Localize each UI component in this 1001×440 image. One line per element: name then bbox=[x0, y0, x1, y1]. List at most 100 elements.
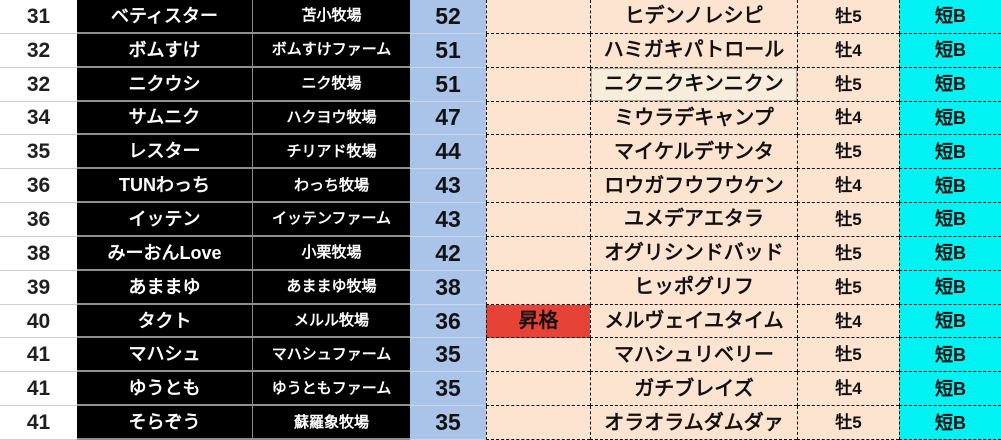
class-badge-cell[interactable]: 短B bbox=[899, 101, 1001, 136]
owner-name-cell[interactable]: ニクウシ bbox=[77, 67, 253, 102]
horse-name-cell[interactable]: メルヴェイユタイム bbox=[590, 304, 797, 339]
horse-name-cell[interactable]: ハミガキパトロール bbox=[590, 33, 797, 68]
owner-name-cell[interactable]: ボムすけ bbox=[77, 33, 253, 68]
sex-age-cell[interactable]: 牡4 bbox=[797, 169, 899, 204]
class-badge-cell[interactable]: 短B bbox=[899, 270, 1001, 305]
sex-age-cell[interactable]: 牡5 bbox=[797, 338, 899, 373]
score-cell[interactable]: 38 bbox=[410, 270, 486, 305]
horse-name-cell[interactable]: ヒデンノレシピ bbox=[590, 0, 797, 34]
owner-name-cell[interactable]: サムニク bbox=[77, 101, 253, 136]
rank-cell[interactable]: 36 bbox=[0, 203, 77, 237]
class-badge-cell[interactable]: 短B bbox=[899, 406, 1001, 440]
promotion-cell[interactable] bbox=[486, 101, 590, 136]
score-cell[interactable]: 51 bbox=[410, 67, 486, 102]
sex-age-cell[interactable]: 牡5 bbox=[797, 236, 899, 271]
sex-age-cell[interactable]: 牡5 bbox=[797, 67, 899, 102]
horse-name-cell[interactable]: オラオラムダムダァ bbox=[590, 406, 797, 440]
owner-name-cell[interactable]: TUNわっち bbox=[77, 169, 253, 204]
sex-age-cell[interactable]: 牡5 bbox=[797, 135, 899, 170]
sex-age-cell[interactable]: 牡5 bbox=[797, 0, 899, 34]
stable-name-cell[interactable]: ニク牧場 bbox=[253, 67, 410, 102]
owner-name-cell[interactable]: そらぞう bbox=[77, 406, 253, 440]
stable-name-cell[interactable]: イッテンファーム bbox=[253, 203, 410, 237]
rank-cell[interactable]: 35 bbox=[0, 135, 77, 170]
promotion-cell[interactable] bbox=[486, 372, 590, 407]
horse-name-cell[interactable]: ロウガフウフウケン bbox=[590, 169, 797, 204]
class-badge-cell[interactable]: 短B bbox=[899, 203, 1001, 237]
promotion-cell[interactable] bbox=[486, 67, 590, 102]
rank-cell[interactable]: 32 bbox=[0, 33, 77, 68]
rank-cell[interactable]: 40 bbox=[0, 304, 77, 339]
stable-name-cell[interactable]: メルル牧場 bbox=[253, 304, 410, 339]
class-badge-cell[interactable]: 短B bbox=[899, 236, 1001, 271]
promotion-cell[interactable] bbox=[486, 135, 590, 170]
stable-name-cell[interactable]: ゆうともファーム bbox=[253, 372, 410, 407]
promotion-cell[interactable] bbox=[486, 270, 590, 305]
stable-name-cell[interactable]: マハシュファーム bbox=[253, 338, 410, 373]
owner-name-cell[interactable]: あままゆ bbox=[77, 270, 253, 305]
promotion-cell[interactable] bbox=[486, 0, 590, 34]
stable-name-cell[interactable]: 蘇羅象牧場 bbox=[253, 406, 410, 440]
score-cell[interactable]: 42 bbox=[410, 236, 486, 271]
stable-name-cell[interactable]: あままゆ牧場 bbox=[253, 270, 410, 305]
class-badge-cell[interactable]: 短B bbox=[899, 135, 1001, 170]
owner-name-cell[interactable]: ベティスター bbox=[77, 0, 253, 34]
score-cell[interactable]: 44 bbox=[410, 135, 486, 170]
promotion-cell[interactable] bbox=[486, 236, 590, 271]
rank-cell[interactable]: 31 bbox=[0, 0, 77, 34]
horse-name-cell[interactable]: ヒッポグリフ bbox=[590, 270, 797, 305]
owner-name-cell[interactable]: レスター bbox=[77, 135, 253, 170]
stable-name-cell[interactable]: ボムすけファーム bbox=[253, 33, 410, 68]
class-badge-cell[interactable]: 短B bbox=[899, 0, 1001, 34]
sex-age-cell[interactable]: 牡5 bbox=[797, 203, 899, 237]
horse-name-cell[interactable]: ユメデアエタラ bbox=[590, 203, 797, 237]
stable-name-cell[interactable]: 苫小牧場 bbox=[253, 0, 410, 34]
rank-cell[interactable]: 41 bbox=[0, 372, 77, 407]
horse-name-cell[interactable]: ガチブレイズ bbox=[590, 372, 797, 407]
stable-name-cell[interactable]: わっち牧場 bbox=[253, 169, 410, 204]
horse-name-cell[interactable]: マイケルデサンタ bbox=[590, 135, 797, 170]
class-badge-cell[interactable]: 短B bbox=[899, 338, 1001, 373]
promotion-cell[interactable]: 昇格 bbox=[486, 304, 590, 339]
sex-age-cell[interactable]: 牡4 bbox=[797, 372, 899, 407]
promotion-cell[interactable] bbox=[486, 338, 590, 373]
horse-name-cell[interactable]: ミウラデキャンプ bbox=[590, 101, 797, 136]
sex-age-cell[interactable]: 牡4 bbox=[797, 101, 899, 136]
rank-cell[interactable]: 36 bbox=[0, 169, 77, 204]
class-badge-cell[interactable]: 短B bbox=[899, 33, 1001, 68]
score-cell[interactable]: 52 bbox=[410, 0, 486, 34]
score-cell[interactable]: 43 bbox=[410, 203, 486, 237]
score-cell[interactable]: 43 bbox=[410, 169, 486, 204]
owner-name-cell[interactable]: みーおんLove bbox=[77, 236, 253, 271]
score-cell[interactable]: 35 bbox=[410, 406, 486, 440]
horse-name-cell[interactable]: マハシュリベリー bbox=[590, 338, 797, 373]
class-badge-cell[interactable]: 短B bbox=[899, 169, 1001, 204]
rank-cell[interactable]: 41 bbox=[0, 338, 77, 373]
owner-name-cell[interactable]: タクト bbox=[77, 304, 253, 339]
rank-cell[interactable]: 39 bbox=[0, 270, 77, 305]
horse-name-cell[interactable]: ニクニクキンニクン bbox=[590, 67, 797, 102]
sex-age-cell[interactable]: 牡5 bbox=[797, 270, 899, 305]
class-badge-cell[interactable]: 短B bbox=[899, 304, 1001, 339]
owner-name-cell[interactable]: ゆうとも bbox=[77, 372, 253, 407]
owner-name-cell[interactable]: マハシュ bbox=[77, 338, 253, 373]
class-badge-cell[interactable]: 短B bbox=[899, 67, 1001, 102]
class-badge-cell[interactable]: 短B bbox=[899, 372, 1001, 407]
score-cell[interactable]: 47 bbox=[410, 101, 486, 136]
stable-name-cell[interactable]: 小栗牧場 bbox=[253, 236, 410, 271]
rank-cell[interactable]: 32 bbox=[0, 67, 77, 102]
score-cell[interactable]: 36 bbox=[410, 304, 486, 339]
sex-age-cell[interactable]: 牡4 bbox=[797, 33, 899, 68]
rank-cell[interactable]: 41 bbox=[0, 406, 77, 440]
score-cell[interactable]: 51 bbox=[410, 33, 486, 68]
promotion-cell[interactable] bbox=[486, 406, 590, 440]
horse-name-cell[interactable]: オグリシンドバッド bbox=[590, 236, 797, 271]
promotion-cell[interactable] bbox=[486, 203, 590, 237]
score-cell[interactable]: 35 bbox=[410, 372, 486, 407]
score-cell[interactable]: 35 bbox=[410, 338, 486, 373]
rank-cell[interactable]: 34 bbox=[0, 101, 77, 136]
owner-name-cell[interactable]: イッテン bbox=[77, 203, 253, 237]
stable-name-cell[interactable]: チリアド牧場 bbox=[253, 135, 410, 170]
stable-name-cell[interactable]: ハクヨウ牧場 bbox=[253, 101, 410, 136]
sex-age-cell[interactable]: 牡5 bbox=[797, 406, 899, 440]
